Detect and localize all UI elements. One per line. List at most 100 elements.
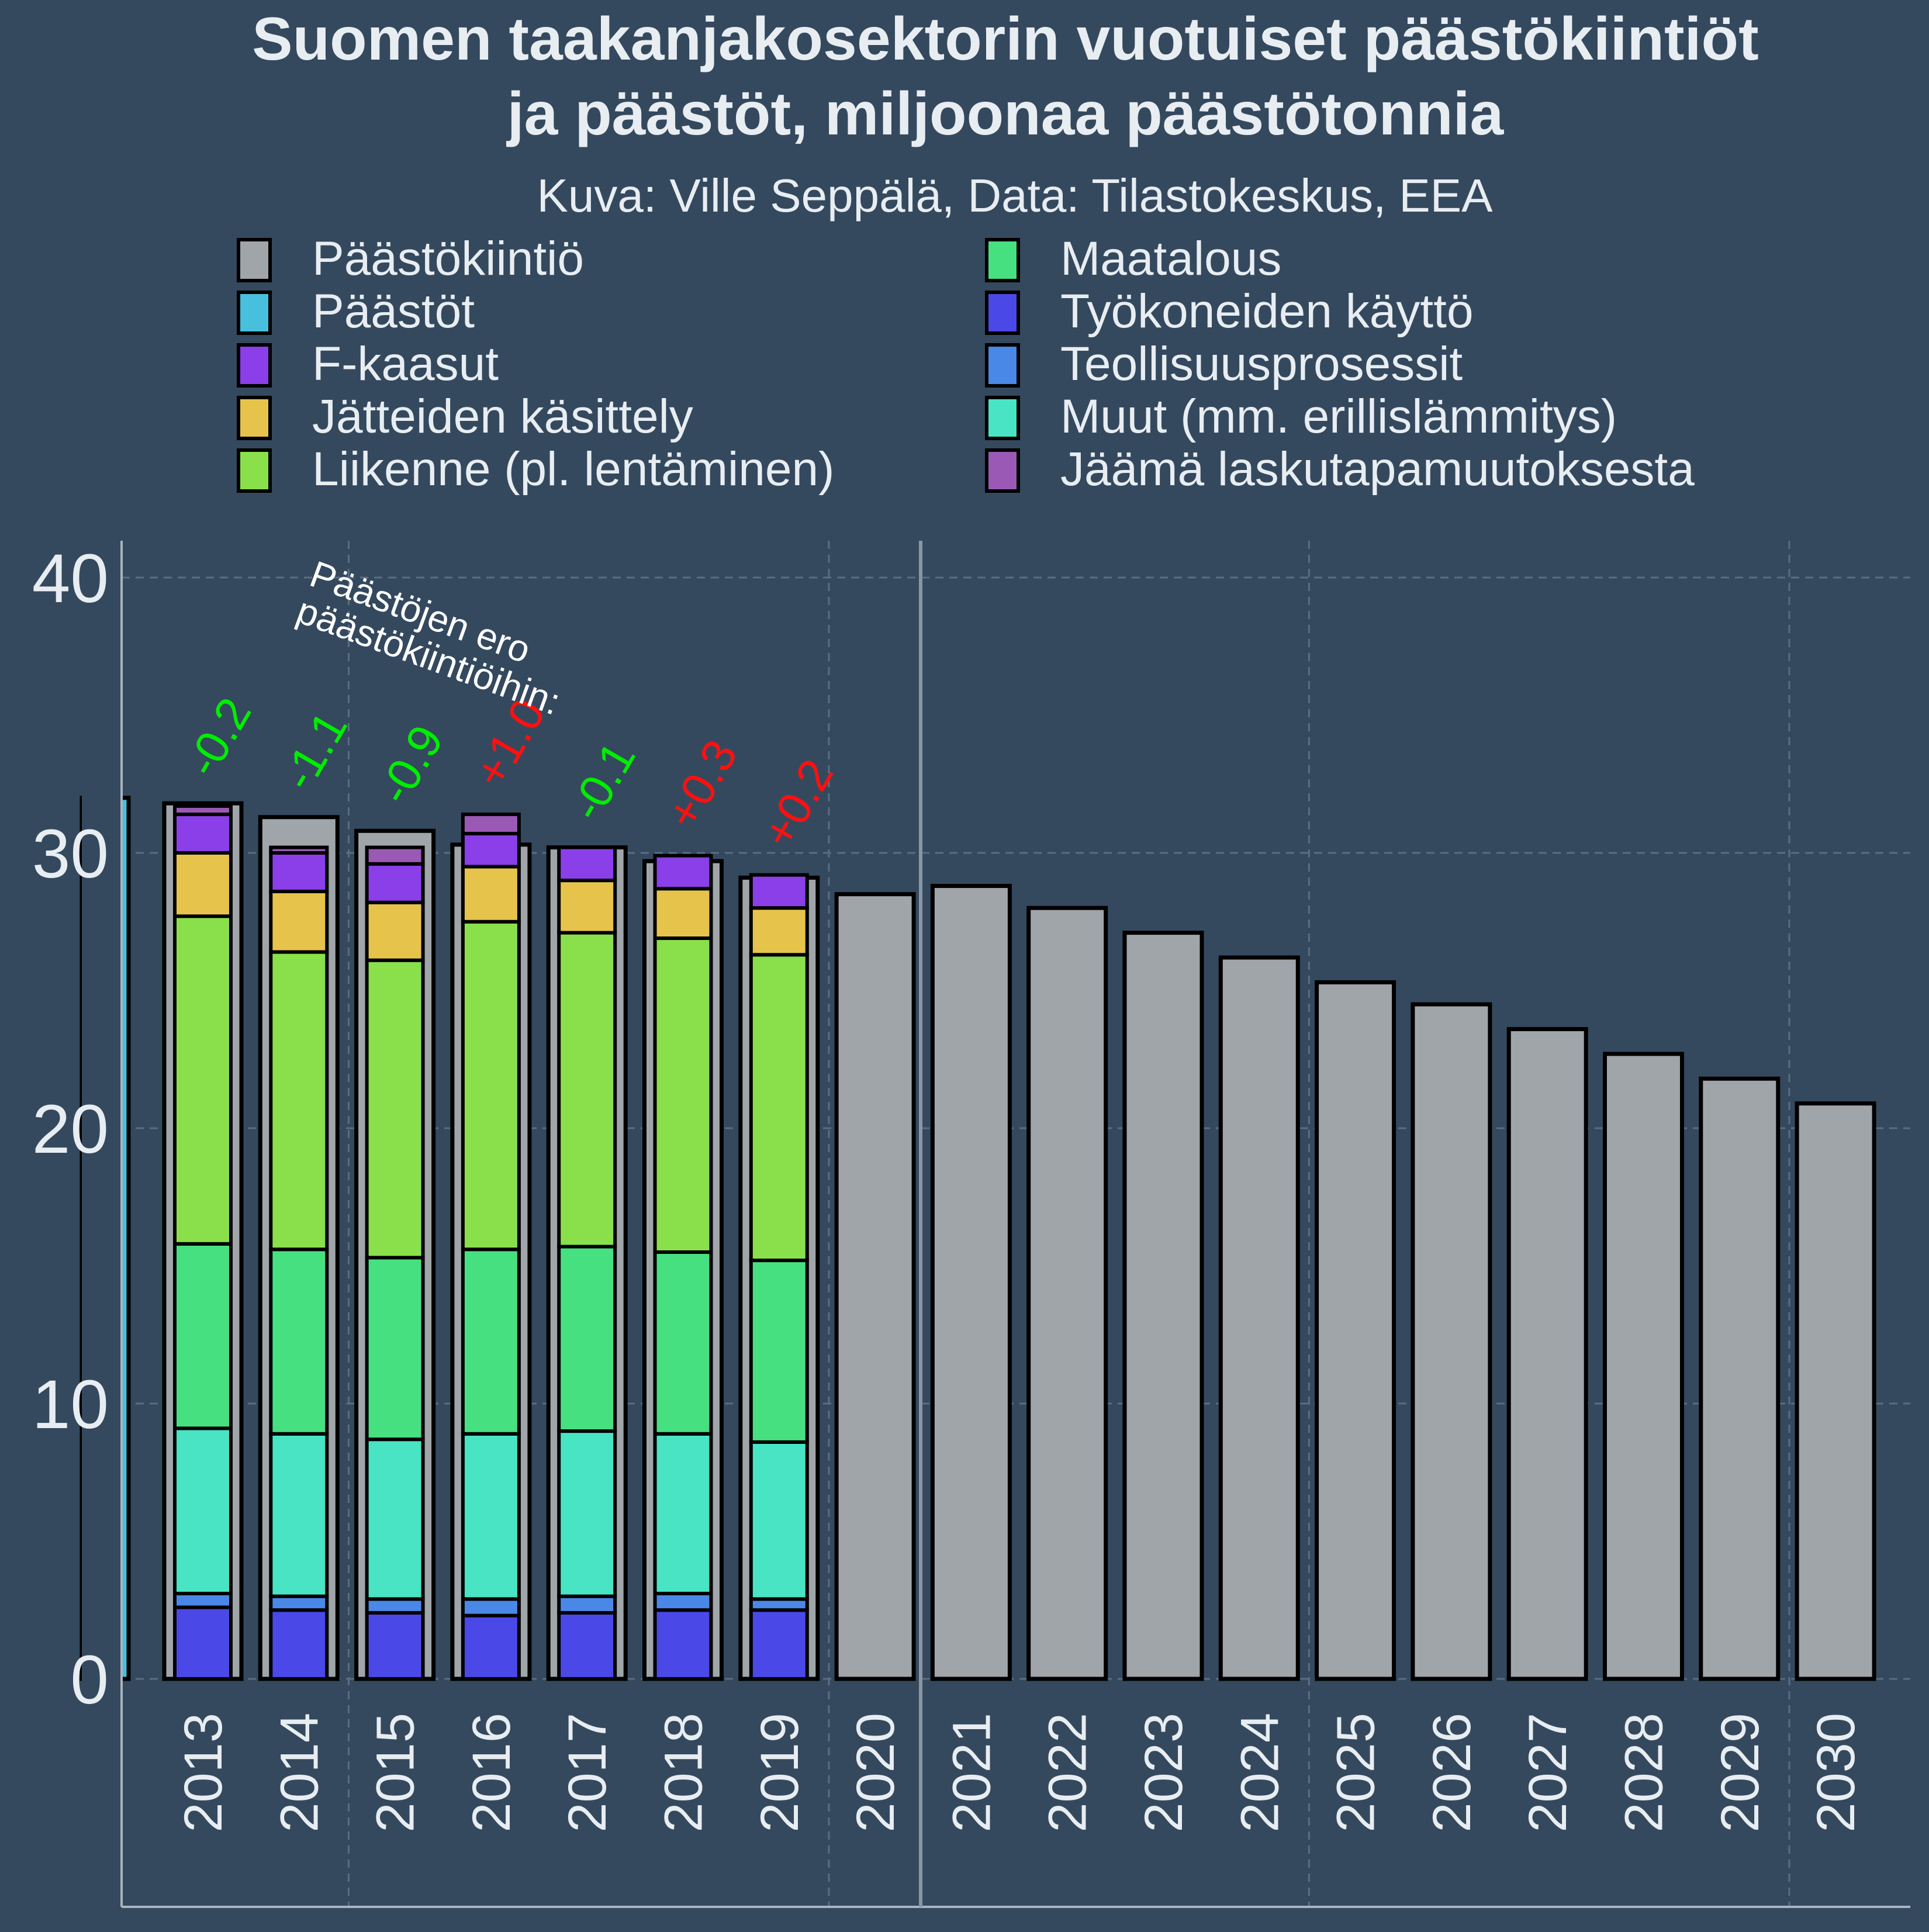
x-tick-label: 2017 xyxy=(558,1713,617,1833)
x-tick-label: 2026 xyxy=(1422,1713,1482,1833)
chart-subtitle: Kuva: Ville Seppälä, Data: Tilastokeskus… xyxy=(537,170,1494,222)
legend-swatch xyxy=(985,343,1020,388)
quota-bar xyxy=(1026,905,1108,1681)
x-tick-label: 2021 xyxy=(942,1713,1001,1833)
emission-segment xyxy=(365,1610,425,1681)
legend-swatch xyxy=(985,291,1020,335)
emission-segment xyxy=(269,1594,329,1612)
emission-segment xyxy=(173,1426,233,1595)
emission-segment xyxy=(269,1247,329,1436)
y-tick-label: 30 xyxy=(32,815,109,893)
emission-segment xyxy=(461,813,521,836)
x-tick-label: 2016 xyxy=(462,1713,521,1833)
x-tick-label: 2030 xyxy=(1806,1713,1866,1833)
legend-swatch xyxy=(237,396,272,440)
x-tick-label: 2024 xyxy=(1230,1713,1290,1833)
emission-segment xyxy=(557,1594,617,1615)
legend-swatch xyxy=(985,448,1020,493)
emission-segment xyxy=(653,1608,713,1681)
quota-bar xyxy=(1699,1076,1781,1681)
emission-segment xyxy=(653,1432,713,1595)
emission-segment xyxy=(461,1247,521,1436)
x-tick-label: 2022 xyxy=(1038,1713,1098,1833)
emission-segment xyxy=(173,813,233,855)
x-tick-label: 2014 xyxy=(269,1713,329,1833)
emission-segment xyxy=(461,865,521,924)
legend-swatch xyxy=(237,238,272,282)
emission-segment xyxy=(557,879,617,935)
emission-segment xyxy=(557,1610,617,1681)
legend-swatch xyxy=(237,448,272,493)
quota-bar xyxy=(1603,1052,1684,1681)
emission-segment xyxy=(269,1432,329,1598)
emission-segment xyxy=(173,1591,233,1609)
legend-label: Liikenne (pl. lentäminen) xyxy=(312,443,834,496)
legend-label: Maatalous xyxy=(1060,232,1281,285)
emission-segment xyxy=(365,958,425,1260)
emission-segment xyxy=(557,1429,617,1598)
emission-segment xyxy=(365,1437,425,1601)
y-tick-label: 20 xyxy=(32,1091,109,1168)
legend-label: Muut (mm. erillislämmitys) xyxy=(1060,390,1617,443)
x-tick-label: 2015 xyxy=(366,1713,426,1833)
emission-segment xyxy=(653,1250,713,1436)
x-tick-label: 2027 xyxy=(1518,1713,1578,1833)
quota-bar xyxy=(1411,1002,1492,1681)
emission-segment xyxy=(461,832,521,869)
emission-segment xyxy=(749,1259,809,1444)
emission-segment xyxy=(557,931,617,1249)
emission-segment xyxy=(461,1432,521,1601)
title-layer: Suomen taakanjakosektorin vuotuiset pääs… xyxy=(252,5,1758,222)
legend-label: Teollisuusprosessit xyxy=(1060,337,1463,390)
emission-segment xyxy=(653,853,713,891)
emission-segment xyxy=(749,906,809,957)
quota-bar xyxy=(930,884,1012,1681)
x-tick-label: 2013 xyxy=(174,1713,233,1833)
emission-segment xyxy=(173,804,233,817)
legend-swatch xyxy=(237,343,272,388)
emission-segment xyxy=(269,851,329,893)
legend-label: Jätteiden käsittely xyxy=(312,390,693,443)
emission-segment xyxy=(461,1597,521,1618)
emission-segment xyxy=(653,1591,713,1612)
emission-segment xyxy=(365,900,425,962)
emission-segment xyxy=(461,1613,521,1681)
legend-label: Työkoneiden käyttö xyxy=(1060,285,1474,338)
x-tick-label: 2018 xyxy=(654,1713,714,1833)
emission-segment xyxy=(461,920,521,1252)
emission-segment xyxy=(365,1597,425,1615)
y-tick-label: 0 xyxy=(70,1641,109,1719)
emission-segment xyxy=(749,1440,809,1601)
emission-segment xyxy=(269,845,329,855)
quota-bar xyxy=(1795,1101,1876,1681)
legend-label: Jäämä laskutapamuutoksesta xyxy=(1060,443,1695,496)
emission-segment xyxy=(365,862,425,904)
emission-segment xyxy=(749,873,809,910)
emission-segment xyxy=(173,1605,233,1681)
emission-segment xyxy=(557,1245,617,1433)
quota-bar xyxy=(1122,931,1204,1681)
chart-title: Suomen taakanjakosektorin vuotuiset pääs… xyxy=(252,5,1758,73)
quota-bar xyxy=(834,892,916,1681)
emission-segment xyxy=(173,1242,233,1430)
emission-segment xyxy=(173,914,233,1246)
emission-segment xyxy=(749,1608,809,1681)
x-tick-label: 2025 xyxy=(1326,1713,1386,1833)
legend-label: F-kaasut xyxy=(312,337,499,390)
y-tick-label: 10 xyxy=(32,1366,109,1443)
legend-label: Päästöt xyxy=(312,285,475,338)
x-tick-label: 2028 xyxy=(1615,1713,1674,1833)
emission-segment xyxy=(653,936,713,1254)
y-tick-label: 40 xyxy=(32,540,109,617)
x-tick-label: 2029 xyxy=(1710,1713,1770,1833)
chart-title: ja päästöt, miljoonaa päästötonnia xyxy=(506,80,1505,148)
legend-swatch xyxy=(985,238,1020,282)
x-tick-label: 2023 xyxy=(1134,1713,1194,1833)
emission-segment xyxy=(269,1608,329,1681)
legend-label: Päästökiintiö xyxy=(312,232,584,285)
legend-swatch xyxy=(985,396,1020,440)
